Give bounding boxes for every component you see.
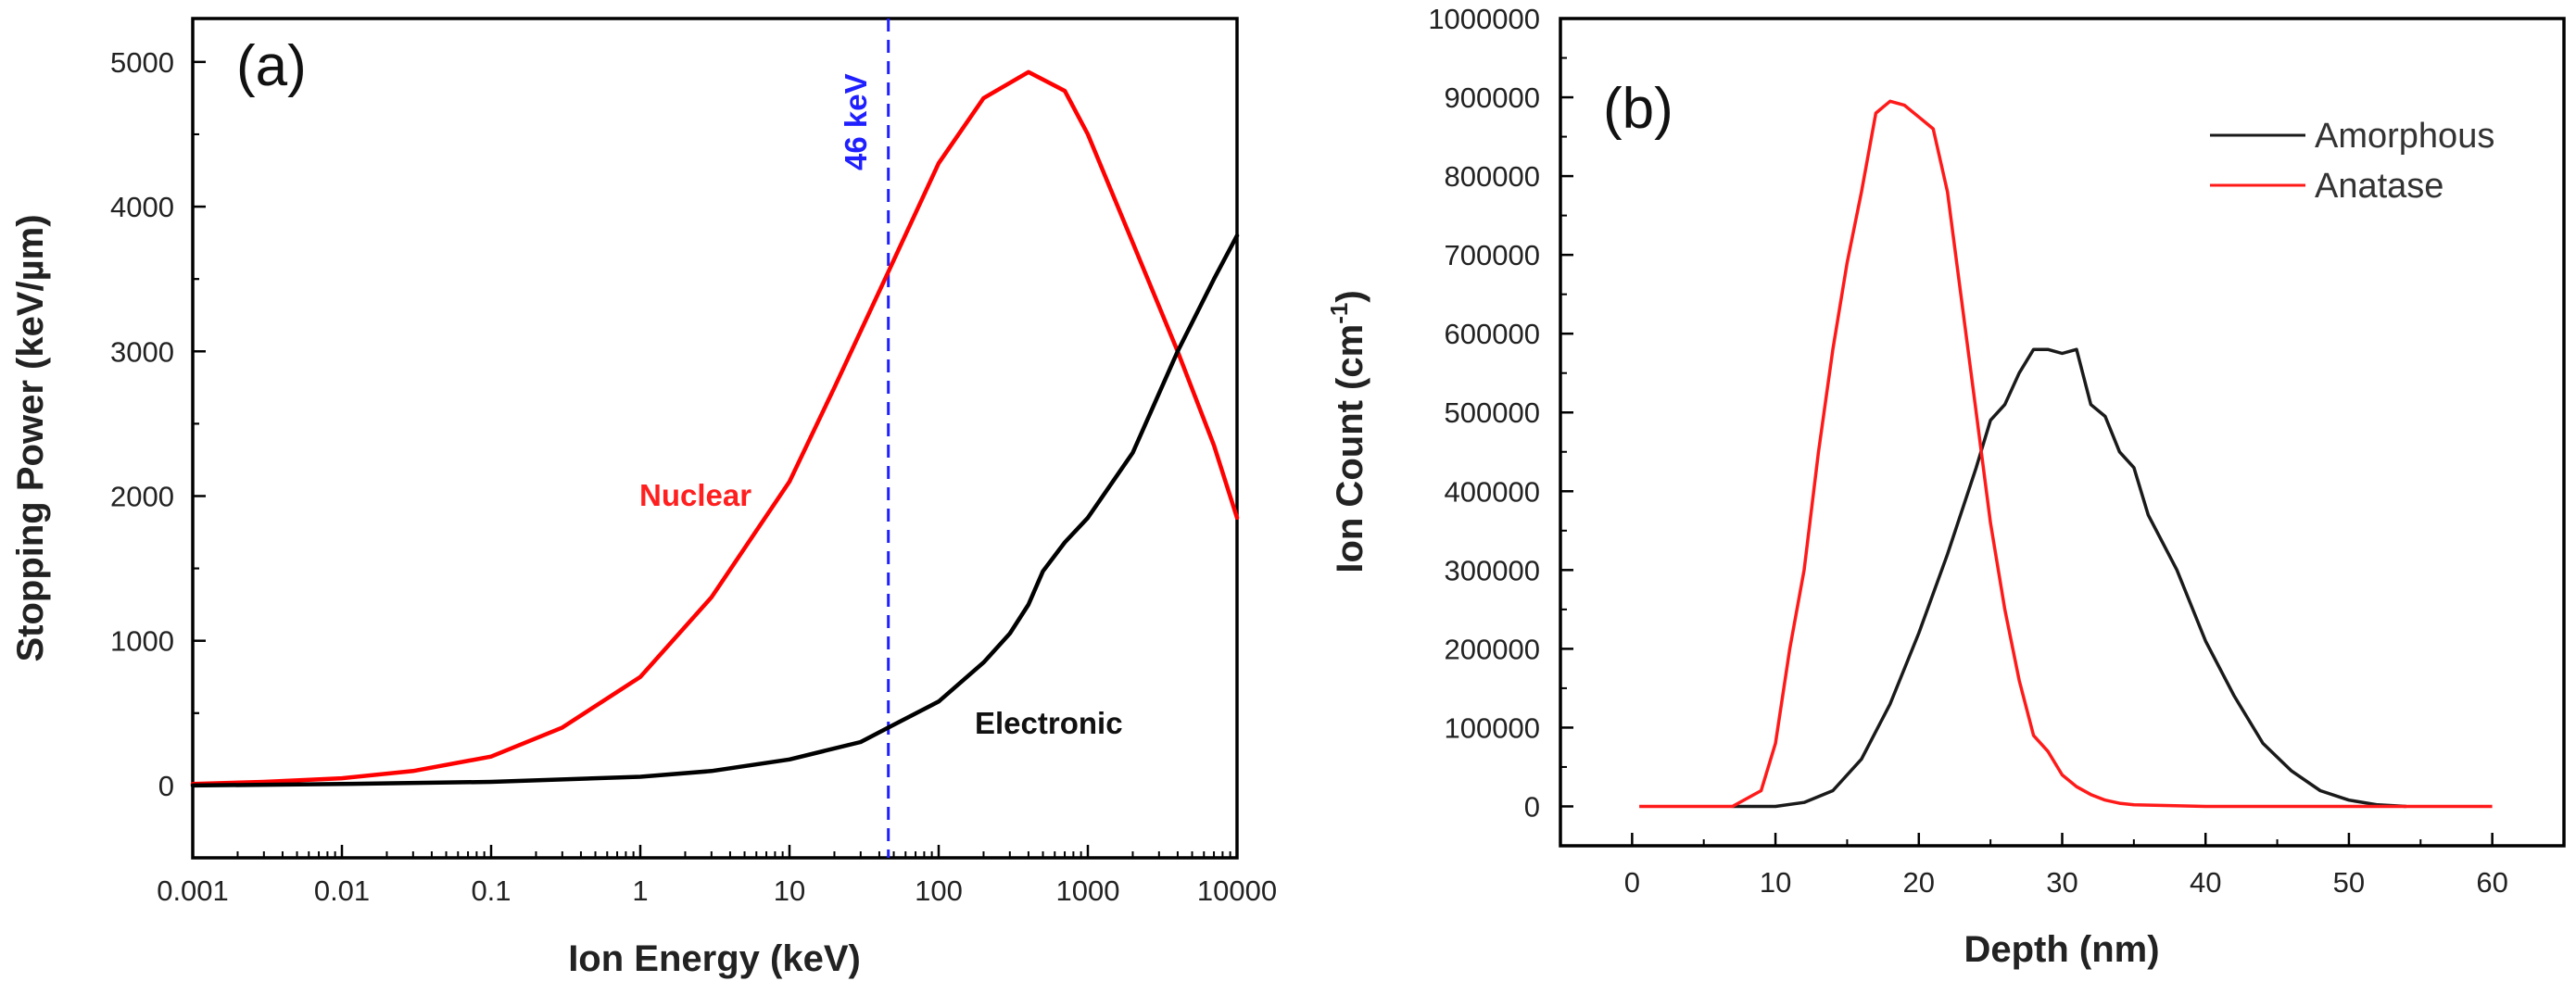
x-tick-label-a: 10 [774,874,805,907]
y-tick-label-b: 600000 [1445,318,1540,350]
y-tick-label-a: 4000 [110,191,174,223]
series-layer-b [1639,99,2493,809]
y-axis-title-b-close: ) [1330,290,1370,302]
x-tick-label-a: 0.001 [157,874,229,907]
y-tick-label-b: 700000 [1445,239,1540,271]
annotation-electronic: Electronic [975,706,1123,740]
plot-frame-a [191,17,1239,860]
series-layer-a [190,19,1240,858]
axis-ticks-a [191,60,1239,859]
x-tick-label-b: 10 [1760,866,1791,899]
series-line-anatase [1639,99,2493,809]
tick-labels-b: 0 10 20 30 40 50 60 0 100000 200000 300000 400000 50… [1428,3,2508,899]
y-tick-label-b: 500000 [1445,396,1540,429]
y-tick-label-a: 3000 [110,335,174,368]
y-tick-label-b: 900000 [1445,82,1540,114]
legend-label-amorphous: Amorphous [2315,117,2494,156]
y-tick-label-a: 0 [158,770,174,802]
panel-label-b: (b) [1603,77,1673,141]
y-tick-label-b: 100000 [1445,711,1540,744]
x-tick-label-b: 20 [1903,866,1935,899]
x-tick-label-a: 0.01 [314,874,370,907]
y-tick-label-b: 800000 [1445,160,1540,193]
y-tick-label-a: 5000 [110,46,174,79]
x-tick-label-a: 100 [915,874,963,907]
panel-b: 0 10 20 30 40 50 60 0 100000 200000 300000 400000 50… [1325,3,2566,970]
annotation-nuclear: Nuclear [639,478,751,512]
x-tick-label-a: 0.1 [471,874,511,907]
vline-label-46kev: 46 keV [839,73,873,170]
y-tick-label-b: 200000 [1445,633,1540,665]
x-tick-label-b: 30 [2046,866,2077,899]
y-tick-label-b: 0 [1524,790,1540,823]
axis-ticks-b [1559,17,2565,846]
y-tick-label-b: 400000 [1445,475,1540,508]
x-tick-label-b: 50 [2333,866,2365,899]
y-tick-label-b: 1000000 [1428,3,1540,35]
series-line-electronic [190,233,1240,788]
y-axis-title-b-main: Ion Count (cm [1330,324,1370,573]
legend-label-anatase: Anatase [2315,167,2443,206]
x-tick-label-b: 60 [2476,866,2507,899]
y-axis-title-b-sup: -1 [1325,303,1353,324]
y-axis-title-a: Stopping Power (keV/µm) [10,214,51,661]
y-axis-title-b: Ion Count (cm-1) [1325,290,1370,572]
x-tick-label-a: 10000 [1197,874,1277,907]
series-line-amorphous [1732,347,2406,809]
x-tick-label-b: 0 [1624,866,1640,899]
panel-label-a: (a) [236,34,307,98]
x-tick-label-a: 1 [632,874,648,907]
series-line-nuclear [190,69,1240,786]
x-tick-label-a: 1000 [1056,874,1120,907]
y-tick-label-a: 2000 [110,480,174,512]
tick-labels-a: 0.001 0.01 0.1 1 10 100 1000 10000 0 1000 2000 3000… [110,46,1277,907]
y-tick-label-b: 300000 [1445,554,1540,586]
y-tick-label-a: 1000 [110,625,174,658]
panel-a: 0.001 0.01 0.1 1 10 100 1000 10000 0 1000 2000 3000… [10,17,1277,979]
legend: Amorphous Anatase [2210,117,2494,206]
x-axis-title-b: Depth (nm) [1964,929,2159,970]
x-axis-title-a: Ion Energy (keV) [568,938,861,979]
x-tick-label-b: 40 [2190,866,2221,899]
